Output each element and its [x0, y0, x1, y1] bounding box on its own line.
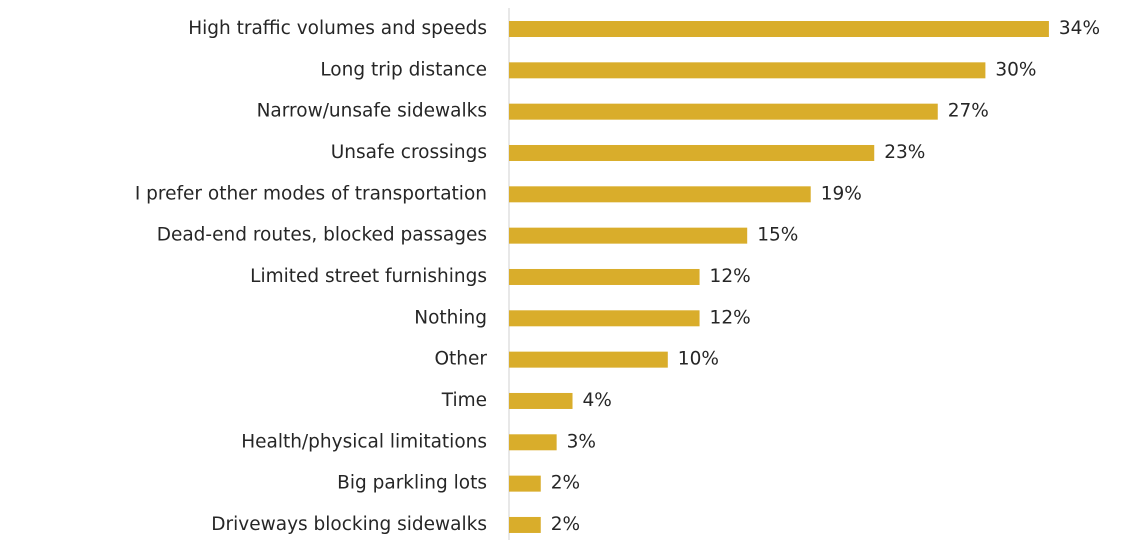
category-label: Narrow/unsafe sidewalks [257, 101, 487, 122]
value-label: 23% [884, 142, 925, 163]
bar [509, 144, 875, 161]
category-label: Time [441, 390, 487, 411]
bar [509, 62, 986, 79]
category-label: Driveways blocking sidewalks [211, 514, 487, 535]
value-label: 2% [551, 514, 580, 535]
value-label: 10% [678, 349, 719, 370]
value-label: 19% [821, 183, 862, 204]
value-label: 3% [567, 431, 596, 452]
bar [509, 310, 700, 327]
category-label: Long trip distance [320, 59, 487, 80]
value-label: 2% [551, 473, 580, 494]
bar [509, 268, 700, 285]
value-label: 34% [1059, 18, 1100, 39]
bar [509, 351, 668, 368]
category-label: Unsafe crossings [331, 142, 487, 163]
bar [509, 21, 1049, 37]
bar [509, 475, 541, 492]
value-label: 12% [710, 266, 751, 287]
value-label: 15% [757, 225, 798, 246]
bar [509, 227, 748, 244]
bar [509, 103, 938, 120]
category-label: Dead-end routes, blocked passages [157, 225, 487, 246]
value-label: 30% [995, 59, 1036, 80]
value-label: 4% [583, 390, 612, 411]
value-label: 27% [948, 101, 989, 122]
bar [509, 516, 541, 533]
category-label: I prefer other modes of transportation [135, 183, 487, 204]
bar [509, 392, 573, 409]
category-label: Other [434, 349, 487, 370]
category-label: High traffic volumes and speeds [188, 18, 487, 39]
bar [509, 434, 557, 451]
value-label: 12% [710, 307, 751, 328]
category-label: Health/physical limitations [241, 431, 487, 452]
category-label: Limited street furnishings [250, 266, 487, 287]
bar [509, 186, 811, 203]
category-label: Nothing [414, 307, 487, 328]
category-label: Big parkling lots [337, 473, 487, 494]
